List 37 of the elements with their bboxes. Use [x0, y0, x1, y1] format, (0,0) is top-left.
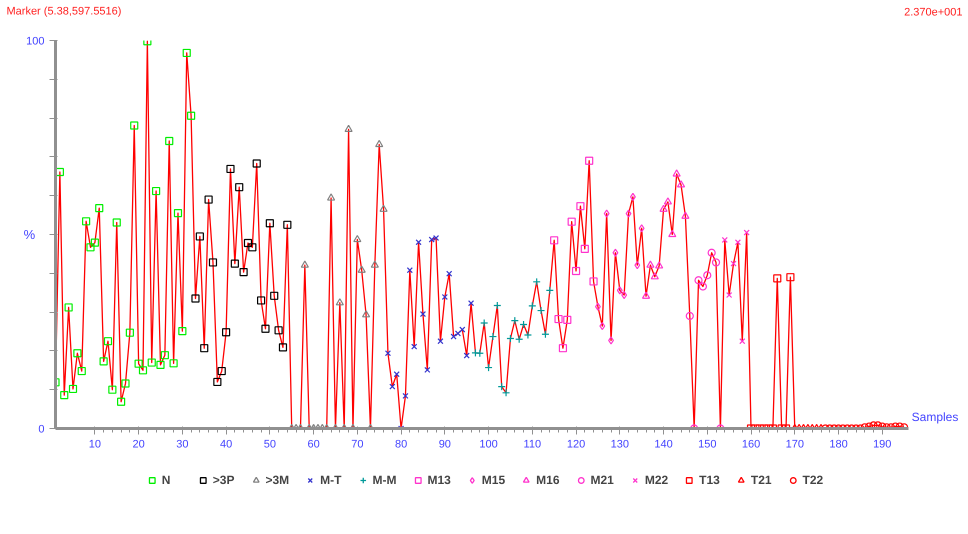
x-tick-label: 70	[351, 438, 364, 450]
x-tick-label: 100	[479, 438, 498, 450]
x-tick-label: 190	[873, 438, 892, 450]
legend-label: M22	[644, 473, 668, 487]
x-tick-label: 130	[610, 438, 629, 450]
x-tick-label: 30	[176, 438, 188, 450]
legend-label: M16	[536, 473, 560, 487]
text: 2.370e+001	[904, 6, 962, 19]
legend-label: N	[162, 473, 172, 487]
y-tick-label: 0	[38, 424, 45, 436]
x-tick-label: 50	[264, 438, 276, 450]
x-tick-label: 10	[88, 438, 101, 450]
x-tick-label: 150	[698, 438, 716, 450]
x-tick-label: 110	[524, 438, 542, 450]
x-tick-label: 90	[438, 438, 451, 450]
legend-label: T13	[699, 473, 720, 487]
legend-label: M15	[482, 473, 506, 487]
x-tick-label: 170	[786, 438, 804, 450]
x-tick-label: 180	[829, 438, 848, 450]
x-axis-title: Samples	[912, 410, 958, 424]
x-tick-label: 20	[132, 438, 145, 450]
legend-label: T22	[802, 473, 824, 487]
legend-label: T21	[750, 473, 772, 487]
y-axis-title: %	[24, 227, 36, 242]
x-tick-label: 80	[394, 438, 408, 450]
legend-label: M21	[590, 473, 614, 487]
legend-label: >3M	[265, 473, 290, 487]
x-tick-label: 40	[220, 438, 232, 450]
legend-label: >3P	[212, 473, 234, 487]
legend-label: M-T	[320, 473, 342, 487]
x-tick-label: 60	[307, 438, 320, 450]
x-tick-label: 160	[742, 438, 760, 450]
x-tick-label: 120	[566, 438, 586, 450]
x-tick-label: 140	[654, 438, 673, 450]
text: Marker (5.38,597.5516)	[6, 6, 122, 18]
legend-label: M-M	[372, 473, 396, 487]
legend-label: M13	[427, 473, 451, 487]
